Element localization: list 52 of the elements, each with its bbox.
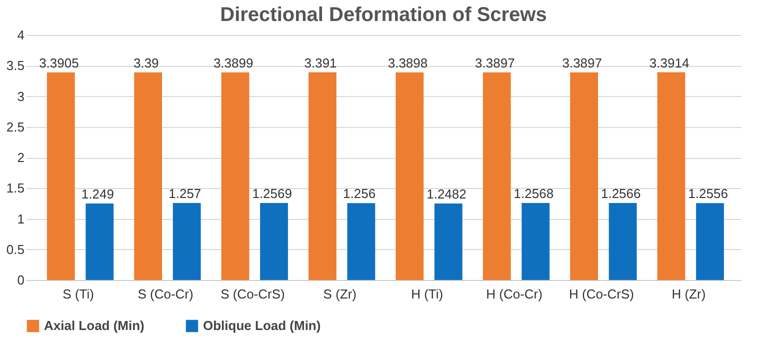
bar xyxy=(608,203,637,280)
data-label: 1.2569 xyxy=(252,186,292,202)
x-tick-label: S (Co-CrS) xyxy=(220,286,285,302)
data-label: 3.3898 xyxy=(388,55,428,70)
y-tick-label: 2 xyxy=(17,150,24,165)
bar xyxy=(221,72,250,280)
data-label: 1.2566 xyxy=(600,186,641,202)
bar xyxy=(308,72,336,280)
data-label: 3.3899 xyxy=(213,55,254,70)
x-tick-label: H (Ti) xyxy=(411,286,444,302)
data-label: 1.257 xyxy=(168,186,202,202)
y-tick-label: 0 xyxy=(17,272,24,288)
x-tick-label: H (Co-CrS) xyxy=(568,286,634,302)
chart-title: Directional Deformation of Screws xyxy=(220,4,547,26)
legend-label: Axial Load (Min) xyxy=(44,318,144,333)
y-tick-label: 0.5 xyxy=(6,242,24,257)
bar xyxy=(86,204,114,280)
data-label: 1.2482 xyxy=(426,186,466,202)
y-tick-label: 3 xyxy=(17,88,24,104)
data-label: 3.39 xyxy=(133,55,159,70)
bar xyxy=(522,203,550,280)
x-tick-label: H (Co-Cr) xyxy=(486,286,542,302)
data-label: 3.3897 xyxy=(562,55,602,70)
data-label: 1.2556 xyxy=(688,186,728,202)
bar xyxy=(696,203,724,280)
bar xyxy=(657,72,686,280)
x-tick-label: S (Zr) xyxy=(323,286,357,302)
bar xyxy=(134,72,162,280)
bar xyxy=(482,72,511,280)
data-label: 3.3905 xyxy=(39,55,79,70)
data-label: 3.3897 xyxy=(475,55,515,70)
bar xyxy=(396,72,424,280)
bar xyxy=(172,203,201,280)
x-tick-label: H (Zr) xyxy=(672,286,706,302)
legend-label: Oblique Load (Min) xyxy=(203,318,321,333)
x-tick-label: S (Ti) xyxy=(62,286,94,302)
bar xyxy=(570,72,598,280)
bar xyxy=(46,72,75,280)
bar xyxy=(434,204,462,280)
data-label: 3.391 xyxy=(304,55,337,70)
bar xyxy=(347,203,376,280)
data-label: 1.2568 xyxy=(514,186,554,202)
y-tick-label: 1 xyxy=(17,211,24,226)
y-tick-label: 2.5 xyxy=(6,119,24,134)
y-tick-label: 1.5 xyxy=(6,180,24,196)
data-label: 3.3914 xyxy=(649,55,690,70)
bar xyxy=(260,203,288,280)
y-tick-label: 4 xyxy=(17,28,24,42)
y-tick-label: 3.5 xyxy=(6,58,24,74)
data-label: 1.256 xyxy=(343,186,376,202)
x-tick-label: S (Co-Cr) xyxy=(138,286,194,302)
data-label: 1.249 xyxy=(81,186,114,202)
